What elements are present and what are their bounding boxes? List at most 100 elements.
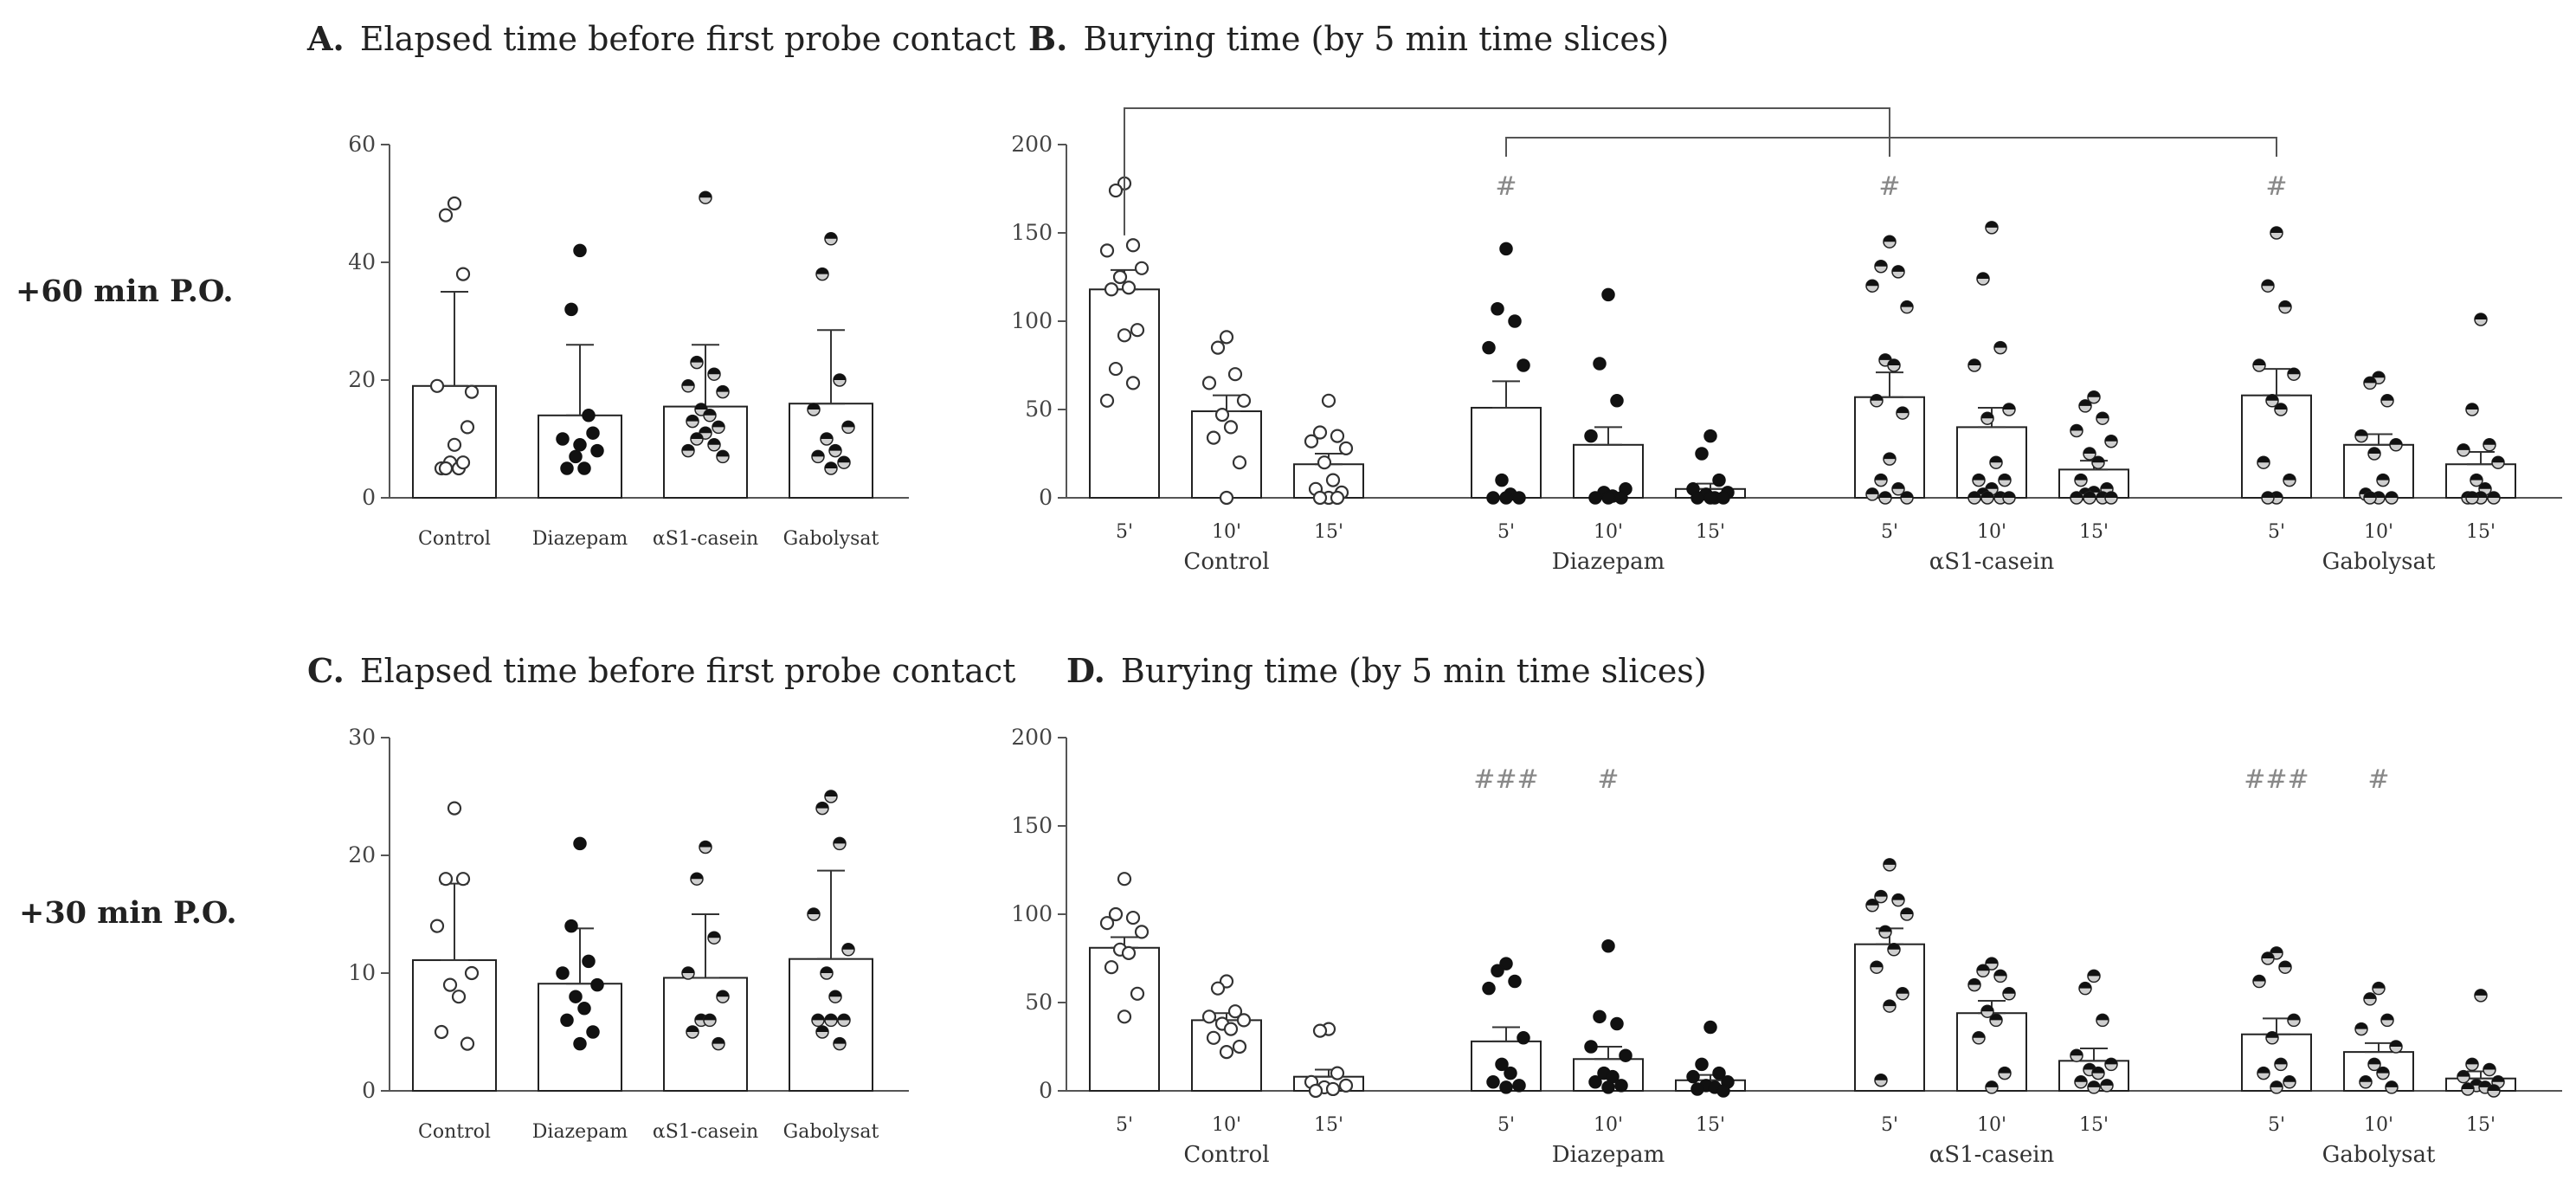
- panel-c-2-point: [712, 1036, 725, 1051]
- panel-c-1-point: [560, 1013, 574, 1028]
- panel-b-1-1-point: [1601, 287, 1615, 302]
- panel-b-0-0-point: [1112, 269, 1128, 285]
- panel-d-3-0-point-top: [2288, 1014, 2300, 1021]
- panel-d-0-0-point: [1099, 916, 1115, 931]
- panel-b-2-1-point: [1980, 411, 1994, 425]
- panel-c-3-point: [824, 790, 838, 803]
- panel-b-slice-label: 5': [1497, 521, 1515, 543]
- panel-b-3-1-point-top: [2377, 474, 2390, 480]
- panel-a-0-point: [460, 420, 475, 435]
- panel-b-2-0-point-top: [1901, 492, 1913, 498]
- panel-d-2-0-bar: [1854, 943, 1925, 1093]
- panel-b-2-0-point-top: [1884, 235, 1896, 242]
- panel-b-2-0-point: [1870, 394, 1884, 408]
- panel-b-2-0-point-top: [1875, 260, 1887, 267]
- panel-a-1-point: [573, 243, 587, 258]
- panel-d-2-1-point-top: [1981, 1005, 1993, 1012]
- panel-b-group-label: Control: [1183, 549, 1269, 575]
- panel-b-2-0-point-top: [1875, 474, 1887, 480]
- panel-b-y-tick-label: 100: [1011, 308, 1053, 333]
- panel-b-3-2-point-top: [2470, 474, 2483, 480]
- panel-b-2-1-point-top: [1999, 474, 2011, 480]
- panel-d-3-2-point: [2474, 989, 2488, 1003]
- panel-c-3-point: [815, 1025, 829, 1039]
- panel-a-y-tick-label: 40: [348, 249, 376, 274]
- panel-c-0-point: [451, 990, 467, 1004]
- panel-d-3-0-point: [2274, 1057, 2288, 1072]
- panel-b-2-0-point-top: [1879, 492, 1891, 498]
- panel-b-0-0-point: [1125, 376, 1141, 390]
- panel-b-2-1-point: [1985, 221, 1999, 235]
- panel-d-2-2-point: [2083, 1062, 2096, 1077]
- panel-d-group-label: Gabolysat: [2322, 1142, 2436, 1168]
- panel-b-2-2-point-top: [2105, 492, 2117, 498]
- panel-d-3-1-point: [2367, 1057, 2381, 1072]
- panel-a-2-point-top: [717, 450, 729, 457]
- panel-b-3-1-point: [2367, 447, 2381, 461]
- panel-b-0-2-point: [1304, 434, 1319, 448]
- panel-d-0-1-point: [1210, 981, 1226, 996]
- panel-d-1-1-point: [1614, 1079, 1628, 1093]
- panel-b-3-0-point: [2265, 394, 2279, 408]
- panel-d-1-0-point: [1504, 1066, 1517, 1080]
- panel-b-2-0-point-top: [1879, 353, 1892, 360]
- panel-b-bracket-control-casein: [1124, 107, 1890, 235]
- panel-d-2-1-point-top: [1986, 1080, 1998, 1087]
- panel-b-1-2-point: [1703, 491, 1717, 505]
- panel-d-3-0-point: [2261, 951, 2275, 965]
- panel-d-slice-label: 15': [2079, 1114, 2109, 1136]
- panel-d-1-2-point: [1712, 1066, 1726, 1080]
- panel-d-2-0-point: [1896, 987, 1909, 1001]
- panel-b-2-1-point: [1976, 272, 1990, 286]
- panel-d-3-0-point: [2257, 1066, 2270, 1080]
- panel-d-3-0-point-top: [2257, 1067, 2270, 1074]
- panel-d-2-1-point: [1998, 1066, 2012, 1080]
- panel-c-3-point: [833, 836, 847, 851]
- panel-b-3-0-point: [2274, 403, 2288, 416]
- panel-d-2-0-point: [1883, 858, 1897, 872]
- panel-b-slice-label: 10': [1594, 521, 1623, 543]
- panel-b-1-1-point: [1588, 491, 1602, 505]
- panel-b-2-0-point: [1874, 473, 1888, 487]
- panel-c-1-point: [590, 977, 604, 992]
- panel-c-x-label: Control: [418, 1121, 491, 1143]
- panel-a-3-point-top: [812, 450, 824, 457]
- panel-b-0-1-point: [1201, 376, 1217, 390]
- panel-a-0-point: [447, 437, 462, 452]
- panel-d-1-2-point: [1695, 1057, 1709, 1072]
- panel-b-bracket-diazepam-gabolysat: [1505, 137, 2277, 157]
- panel-a-1-point: [569, 449, 583, 464]
- panel-c-3-point-top: [825, 790, 837, 796]
- panel-d-1-2-point: [1703, 1020, 1717, 1035]
- panel-d-3-1-point: [2376, 1066, 2390, 1080]
- panel-d-3-1-point: [2372, 981, 2386, 996]
- panel-d-3-0-point: [2270, 1080, 2283, 1094]
- panel-b-2-1-point-top: [1977, 273, 1989, 280]
- panel-a-1-point: [573, 438, 587, 452]
- panel-a-3-point: [815, 267, 829, 281]
- panel-b-2-2-point: [2087, 390, 2101, 404]
- panel-b-0-1-point: [1219, 330, 1234, 345]
- panel-a-1-point: [582, 409, 596, 422]
- panel-b-0-2-point: [1321, 393, 1336, 408]
- panel-b-3-0-point-top: [2279, 300, 2291, 307]
- panel-b-3-1-point-top: [2390, 438, 2402, 445]
- panel-b-2-0-point-top: [1888, 359, 1900, 365]
- panel-c-0-point: [429, 919, 445, 933]
- panel-b-2-2-point-top: [2092, 456, 2104, 463]
- panel-b-2-1-point-top: [1986, 221, 1998, 228]
- panel-d-2-2-point-top: [2092, 1067, 2104, 1074]
- panel-b-2-2-point: [2083, 491, 2096, 505]
- panel-c-3-point-top: [838, 1014, 850, 1021]
- panel-d-0-0-point: [1121, 945, 1137, 960]
- panel-c-0-point: [438, 872, 454, 887]
- panel-c-2-point-top: [712, 1037, 725, 1044]
- panel-b-1-2-point: [1695, 447, 1709, 461]
- panel-c-x-label: αS1-casein: [653, 1121, 758, 1143]
- panel-d-2-0-point: [1874, 1074, 1888, 1087]
- panel-d-2-1-point: [1985, 957, 1999, 971]
- panel-c-1-point: [586, 1025, 600, 1039]
- panel-b-2-0-point: [1891, 265, 1905, 279]
- panel-b-1-1-point: [1584, 429, 1598, 443]
- panel-b-3-1-point-top: [2355, 429, 2367, 436]
